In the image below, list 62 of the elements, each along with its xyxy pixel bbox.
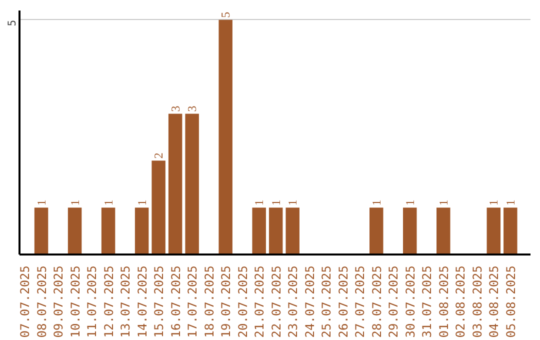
data-label: 1 — [436, 200, 450, 206]
x-tick-label: 07.07.2025 — [18, 265, 32, 338]
x-tick-label: 01.08.2025 — [436, 265, 451, 338]
data-label: 1 — [402, 200, 417, 206]
x-tick-label: 08.07.2025 — [34, 265, 49, 338]
bar — [486, 208, 501, 254]
x-tick-label: 25.07.2025 — [320, 265, 334, 338]
data-label: 5 — [218, 12, 233, 18]
data-label: 1 — [286, 200, 300, 206]
data-label: 1 — [369, 200, 384, 206]
x-tick-label: 04.08.2025 — [487, 265, 502, 338]
bar — [504, 208, 518, 254]
x-tick-label: 02.08.2025 — [454, 265, 468, 338]
bar — [268, 208, 283, 254]
data-label: 3 — [168, 106, 182, 112]
data-label: 1 — [101, 200, 116, 206]
x-tick-label: 10.07.2025 — [68, 265, 82, 338]
bar — [68, 208, 82, 254]
bar — [185, 114, 199, 254]
bar — [152, 160, 166, 254]
data-label: 1 — [486, 200, 501, 206]
x-tick-label: 28.07.2025 — [370, 265, 384, 338]
x-tick-label: 18.07.2025 — [202, 265, 216, 338]
x-tick-label: 22.07.2025 — [269, 265, 284, 338]
x-tick-label: 24.07.2025 — [302, 265, 317, 338]
data-label: 1 — [134, 200, 149, 206]
bar — [436, 208, 450, 254]
data-label: 1 — [503, 200, 518, 206]
bar — [252, 208, 266, 254]
x-tick-label: 12.07.2025 — [102, 265, 116, 338]
x-tick-label: 14.07.2025 — [135, 265, 150, 338]
data-label: 1 — [34, 200, 48, 206]
x-tick-label: 13.07.2025 — [118, 265, 133, 338]
bar — [168, 114, 182, 254]
bar — [101, 208, 116, 254]
x-tick-label: 03.08.2025 — [470, 265, 484, 338]
bar — [286, 208, 300, 254]
data-label: 2 — [152, 152, 166, 159]
x-tick-label: 17.07.2025 — [186, 265, 200, 338]
x-tick-label: 05.08.2025 — [504, 265, 518, 338]
x-tick-label: 09.07.2025 — [52, 265, 66, 338]
data-label: 1 — [252, 200, 266, 206]
x-tick-label: 11.07.2025 — [85, 265, 100, 338]
x-tick-label: 16.07.2025 — [168, 265, 183, 338]
x-tick-label: 19.07.2025 — [219, 265, 234, 338]
data-label: 3 — [185, 106, 200, 112]
bar — [218, 20, 232, 254]
data-label: 1 — [268, 200, 283, 206]
x-tick-label: 23.07.2025 — [286, 265, 300, 338]
x-tick-label: 27.07.2025 — [353, 265, 368, 338]
x-tick-label: 26.07.2025 — [336, 265, 350, 338]
bar — [34, 208, 48, 254]
x-tick-label: 15.07.2025 — [152, 265, 166, 338]
x-tick-label: 20.07.2025 — [236, 265, 250, 338]
x-tick-label: 30.07.2025 — [403, 265, 418, 338]
data-label: 1 — [68, 200, 82, 206]
x-tick-label: 21.07.2025 — [252, 265, 267, 338]
bar — [134, 208, 149, 254]
bar — [403, 208, 417, 254]
bar — [369, 208, 384, 254]
x-tick-label: 29.07.2025 — [386, 265, 401, 338]
x-tick-label: 31.07.2025 — [420, 265, 434, 338]
